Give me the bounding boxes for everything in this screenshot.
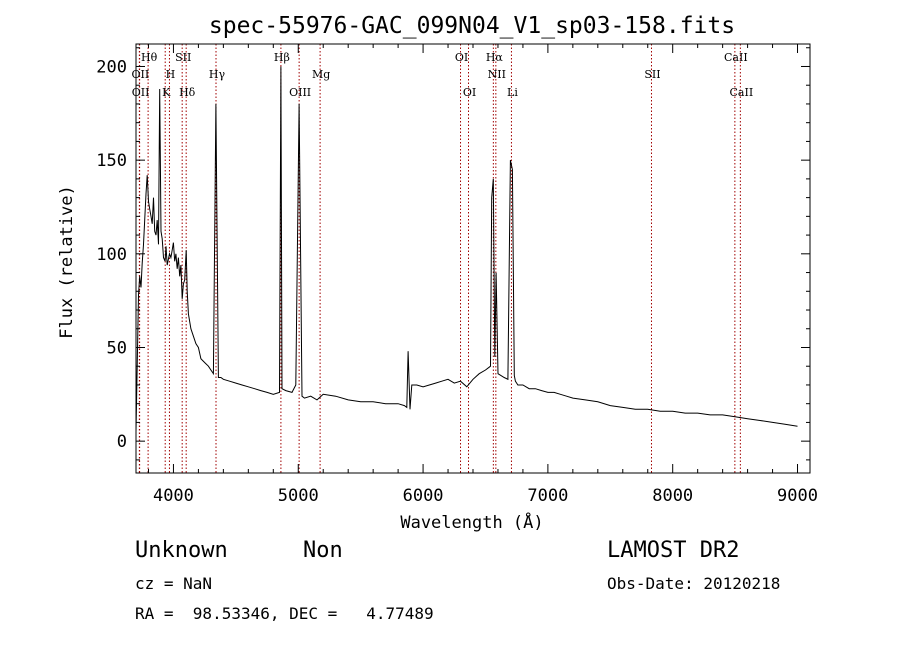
y-tick-label-4: 200 — [96, 57, 127, 77]
redshift-cz: cz = NaN — [135, 574, 213, 593]
object-class: Unknown — [135, 538, 228, 563]
series-line-spectrum — [135, 66, 798, 432]
axis-ticks — [136, 44, 810, 473]
annotation-label-13: Hα — [486, 51, 504, 64]
annotation-label-11: OI — [455, 51, 468, 64]
ra-dec-coordinates: RA = 98.53346, DEC = 4.77489 — [135, 604, 434, 623]
annotation-label-15: Li — [507, 86, 518, 99]
annotation-label-12: OI — [463, 86, 476, 99]
y-axis-label: Flux (relative) — [57, 185, 77, 339]
x-tick-label-1: 5000 — [278, 486, 319, 506]
x-tick-label-3: 7000 — [527, 486, 568, 506]
annotation-label-2: OII — [132, 86, 150, 99]
object-subclass: Non — [303, 538, 343, 563]
annotation-label-1: OII — [132, 68, 150, 81]
annotation-label-3: H — [166, 68, 176, 81]
annotation-label-16: SII — [644, 68, 660, 81]
x-tick-label-4: 8000 — [652, 486, 693, 506]
annotation-label-5: SII — [175, 51, 191, 64]
annotation-label-17: CaII — [724, 51, 748, 64]
y-tick-label-0: 0 — [117, 432, 127, 452]
annotation-label-14: NII — [488, 68, 506, 81]
annotation-label-6: Hδ — [179, 86, 196, 99]
annotation-label-18: CaII — [730, 86, 754, 99]
chart-title: spec-55976-GAC_099N04_V1_sp03-158.fits — [209, 13, 735, 39]
x-tick-label-2: 6000 — [403, 486, 444, 506]
y-tick-label-3: 150 — [96, 151, 127, 171]
annotation-label-0: Hθ — [141, 51, 158, 64]
survey-label: LAMOST DR2 — [607, 538, 740, 563]
line-markers — [138, 44, 741, 473]
y-tick-label-1: 50 — [107, 338, 127, 358]
annotation-label-10: Mg — [312, 68, 330, 81]
observation-date: Obs-Date: 20120218 — [607, 574, 781, 593]
x-tick-label-5: 9000 — [777, 486, 818, 506]
x-tick-labels: 4000 5000 6000 7000 8000 9000 — [153, 486, 818, 506]
plot-frame — [135, 43, 811, 474]
x-tick-label-0: 4000 — [153, 486, 194, 506]
y-tick-labels: 0 50 100 150 200 — [96, 57, 127, 452]
y-tick-label-2: 100 — [96, 245, 127, 265]
annotation-label-7: Hγ — [209, 68, 226, 81]
annotation-label-8: Hβ — [274, 51, 290, 64]
annotation-label-9: OIII — [289, 86, 311, 99]
x-axis-label: Wavelength (Å) — [400, 511, 543, 533]
annotation-label-4: K — [162, 86, 171, 99]
